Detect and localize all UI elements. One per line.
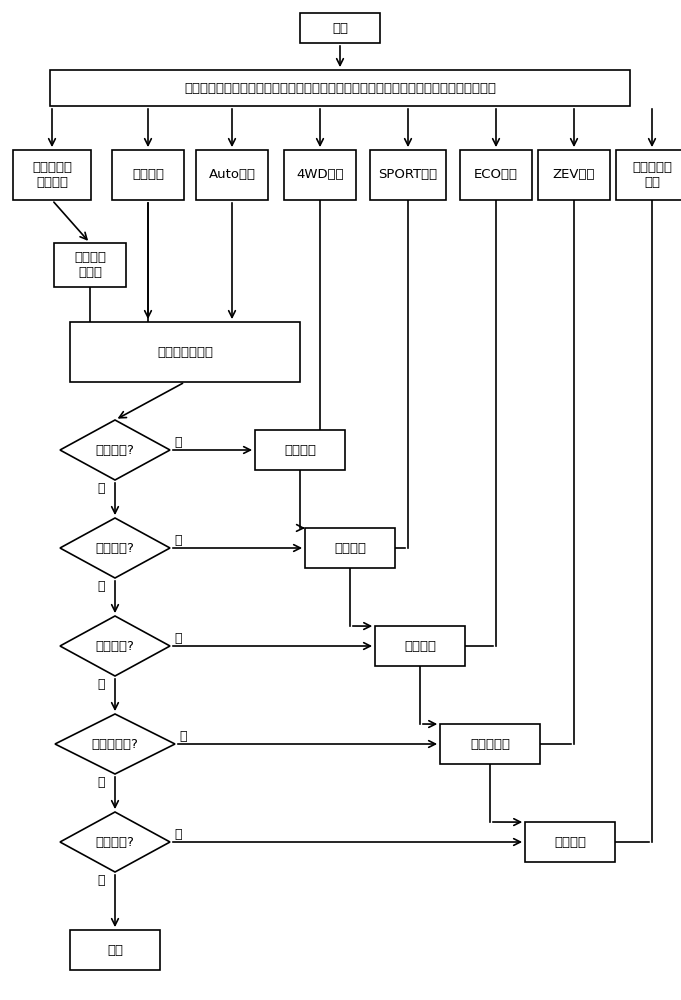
Text: 否: 否 — [97, 776, 104, 788]
Text: 纯电动模式?: 纯电动模式? — [91, 738, 138, 750]
Bar — [255, 430, 345, 470]
Bar — [284, 150, 356, 200]
Polygon shape — [60, 812, 170, 872]
Text: 制动踏板的
开度: 制动踏板的 开度 — [632, 161, 672, 189]
Polygon shape — [60, 518, 170, 578]
Text: ZEV按钮: ZEV按钮 — [553, 168, 595, 182]
Text: 检测车速: 检测车速 — [132, 168, 164, 182]
Bar — [13, 150, 91, 200]
Bar — [440, 724, 540, 764]
Text: 否: 否 — [97, 678, 104, 690]
Bar — [375, 626, 465, 666]
Text: 制动模式: 制动模式 — [554, 836, 586, 848]
Text: 四驱模式?: 四驱模式? — [95, 444, 134, 456]
Polygon shape — [55, 714, 175, 774]
Text: 驾驶员控制加速踏板的开度、混合动力汽车的车速以及制动踏板的开度，并输入模式指令: 驾驶员控制加速踏板的开度、混合动力汽车的车速以及制动踏板的开度，并输入模式指令 — [184, 82, 496, 95]
Text: 检测加速踏
板的开度: 检测加速踏 板的开度 — [32, 161, 72, 189]
Text: 否: 否 — [97, 874, 104, 886]
Text: 是: 是 — [174, 828, 182, 840]
Text: 是: 是 — [174, 534, 182, 546]
Text: ECO按钮: ECO按钮 — [474, 168, 518, 182]
Text: 是: 是 — [174, 436, 182, 448]
Text: Auto按钮: Auto按钮 — [208, 168, 255, 182]
Text: SPORT按钮: SPORT按钮 — [379, 168, 438, 182]
Bar — [70, 930, 160, 970]
Text: 结束: 结束 — [107, 944, 123, 956]
Polygon shape — [60, 616, 170, 676]
Text: 检测开度
变化率: 检测开度 变化率 — [74, 251, 106, 279]
Bar — [616, 150, 681, 200]
Bar — [70, 322, 300, 382]
Bar — [370, 150, 446, 200]
Text: 经济模式: 经济模式 — [404, 640, 436, 652]
Bar — [50, 70, 630, 106]
Text: 经济模式?: 经济模式? — [95, 640, 134, 652]
Bar — [460, 150, 532, 200]
Bar — [54, 243, 126, 287]
Text: 4WD按钮: 4WD按钮 — [296, 168, 344, 182]
Text: 是: 是 — [174, 632, 182, 645]
Bar — [305, 528, 395, 568]
Bar — [525, 822, 615, 862]
Bar — [196, 150, 268, 200]
Text: 否: 否 — [97, 482, 104, 494]
Bar — [538, 150, 610, 200]
Text: 四驱模式: 四驱模式 — [284, 444, 316, 456]
Bar — [300, 13, 380, 43]
Text: 是: 是 — [179, 730, 187, 742]
Text: 运动模式?: 运动模式? — [95, 542, 134, 554]
Text: 纯电动模式: 纯电动模式 — [470, 738, 510, 750]
Text: 运动模式: 运动模式 — [334, 542, 366, 554]
Text: 开始: 开始 — [332, 21, 348, 34]
Polygon shape — [60, 420, 170, 480]
Text: 驾驶员意图识别: 驾驶员意图识别 — [157, 346, 213, 359]
Bar — [112, 150, 184, 200]
Text: 否: 否 — [97, 580, 104, 592]
Text: 制动模式?: 制动模式? — [95, 836, 134, 848]
